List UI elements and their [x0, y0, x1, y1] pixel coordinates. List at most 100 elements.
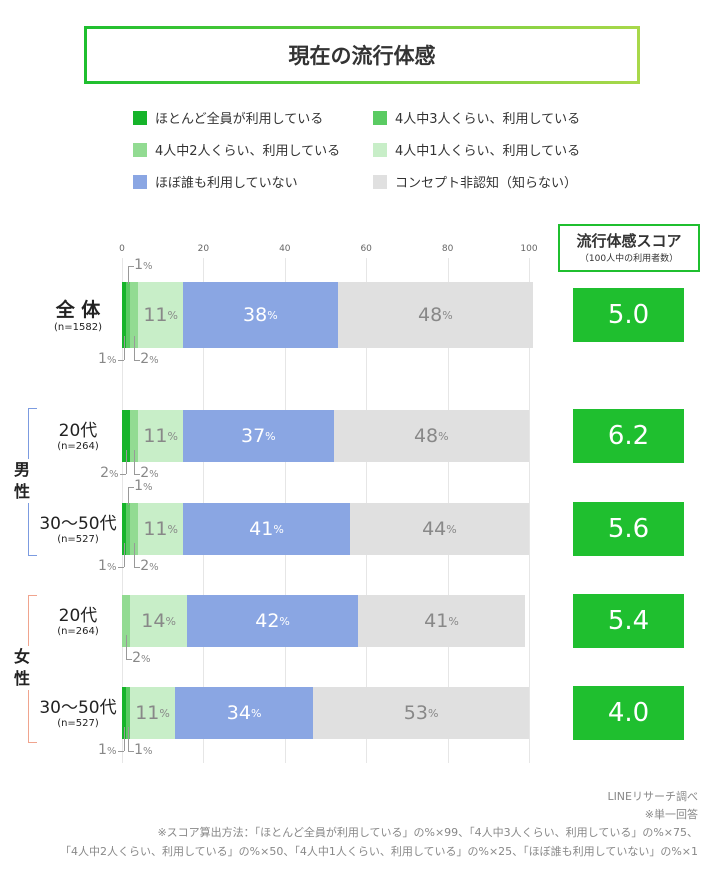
- callout-line: [134, 450, 136, 474]
- segment-value: 38: [243, 304, 268, 326]
- legend-label: 4人中1人くらい、利用している: [395, 144, 581, 159]
- gridline: [529, 258, 530, 763]
- bar-segment: [126, 503, 131, 555]
- callout-label: 1%: [134, 257, 153, 273]
- callout-line: [128, 487, 130, 505]
- group-label: 女 性: [12, 646, 32, 690]
- bar-segment: 34%: [174, 687, 314, 739]
- segment-unit: %: [250, 706, 262, 720]
- group-label: 男 性: [12, 459, 32, 503]
- segment-value: 48: [413, 425, 439, 447]
- segment-value: 42: [255, 610, 280, 632]
- legend-item: ほとんど全員が利用している: [133, 108, 323, 127]
- segment-value: 14: [141, 610, 166, 632]
- bar-segment: 44%: [349, 503, 529, 555]
- callout-label: 2%: [140, 465, 159, 481]
- segment-value: 11: [143, 518, 168, 540]
- callout-line: [128, 487, 135, 488]
- row-label-main: 30〜50代: [39, 698, 117, 718]
- callout-label: 2%: [140, 351, 159, 367]
- callout-line: [134, 360, 141, 361]
- legend-item: コンセプト非認知（知らない）: [373, 172, 577, 191]
- bar-segment: [122, 410, 131, 462]
- row-label-n: (n=527): [57, 718, 99, 729]
- legend-item: 4人中3人くらい、利用している: [373, 108, 580, 127]
- segment-unit: %: [279, 614, 290, 628]
- callout-line: [118, 751, 125, 752]
- callout-label: 1%: [98, 558, 117, 574]
- segment-value: 37: [240, 425, 266, 447]
- stacked-bar: 11% 34% 53%: [122, 687, 529, 739]
- row-label-n: (n=264): [57, 626, 99, 637]
- callout-line: [126, 450, 128, 474]
- callout-line: [126, 635, 128, 659]
- x-tick-label: 80: [441, 244, 454, 254]
- callout-label: 1%: [134, 478, 153, 494]
- callout-label: 1%: [98, 351, 117, 367]
- segment-value: 41: [249, 518, 274, 540]
- callout-line: [128, 727, 130, 751]
- score-method-note-1: ※スコア算出方法：「ほとんど全員が利用している」の%×99、「4人中3人くらい、…: [157, 826, 698, 839]
- segment-value: 11: [143, 304, 168, 326]
- segment-value: 48: [418, 304, 443, 326]
- bar-segment: 38%: [183, 282, 338, 348]
- bar-segment: [130, 410, 139, 462]
- segment-value: 53: [403, 702, 428, 724]
- score-box: 5.4: [573, 594, 684, 648]
- source-note: LINEリサーチ調べ: [607, 790, 698, 803]
- bar-segment: 42%: [187, 595, 359, 647]
- callout-label: 1%: [98, 742, 117, 758]
- legend-label: 4人中3人くらい、利用している: [395, 112, 581, 127]
- legend-swatch: [373, 110, 387, 125]
- callout-line: [134, 543, 136, 567]
- legend-item: ほぼ誰も利用していない: [133, 172, 298, 191]
- bar-segment: 11%: [138, 282, 184, 348]
- row-label-main: 20代: [58, 421, 98, 441]
- callout-line: [124, 727, 126, 751]
- row-label: 30〜50代 (n=527): [28, 693, 128, 729]
- callout-label: 2%: [100, 465, 119, 481]
- bar-segment: 41%: [183, 503, 350, 555]
- stacked-bar: 11% 38% 48%: [122, 282, 534, 348]
- bar-segment: 37%: [183, 410, 334, 462]
- score-box: 4.0: [573, 686, 684, 740]
- stacked-bar: 14% 42% 41%: [122, 595, 525, 647]
- segment-unit: %: [448, 614, 459, 628]
- bar-segment: [122, 687, 127, 739]
- bar-segment: 41%: [358, 595, 525, 647]
- bar-segment: [126, 282, 131, 348]
- callout-line: [126, 659, 133, 660]
- segment-unit: %: [159, 706, 170, 720]
- bar-segment: [130, 282, 139, 348]
- callout-line: [118, 360, 125, 361]
- score-box: 5.0: [573, 288, 684, 342]
- x-tick-label: 100: [520, 244, 538, 254]
- row-label-n: (n=527): [57, 534, 99, 545]
- row-label-n: (n=264): [57, 441, 99, 452]
- callout-line: [118, 567, 125, 568]
- callout-label: 1%: [134, 742, 153, 758]
- legend-swatch: [133, 142, 147, 157]
- x-tick-label: 60: [360, 244, 372, 254]
- callout-line: [134, 474, 141, 475]
- bar-segment: [122, 503, 127, 555]
- row-label: 20代 (n=264): [28, 416, 128, 452]
- callout-line: [134, 336, 136, 360]
- row-label-n: (n=1582): [54, 322, 102, 333]
- legend-item: 4人中1人くらい、利用している: [373, 140, 580, 159]
- segment-unit: %: [167, 429, 178, 443]
- legend-label: 4人中2人くらい、利用している: [155, 144, 341, 159]
- legend-label: ほとんど全員が利用している: [155, 112, 324, 127]
- answer-note: ※単一回答: [644, 808, 698, 821]
- score-box: 5.6: [573, 502, 684, 556]
- score-method-note-2: 「4人中2人くらい、利用している」の%×50、「4人中1人くらい、利用している」…: [60, 845, 698, 858]
- callout-line: [134, 567, 141, 568]
- row-label: 20代 (n=264): [28, 601, 128, 637]
- bar-segment: 53%: [313, 687, 529, 739]
- segment-unit: %: [446, 522, 457, 536]
- bar-segment: 14%: [130, 595, 188, 647]
- callout-line: [120, 474, 127, 475]
- legend-label: ほぼ誰も利用していない: [155, 176, 298, 191]
- legend-item: 4人中2人くらい、利用している: [133, 140, 340, 159]
